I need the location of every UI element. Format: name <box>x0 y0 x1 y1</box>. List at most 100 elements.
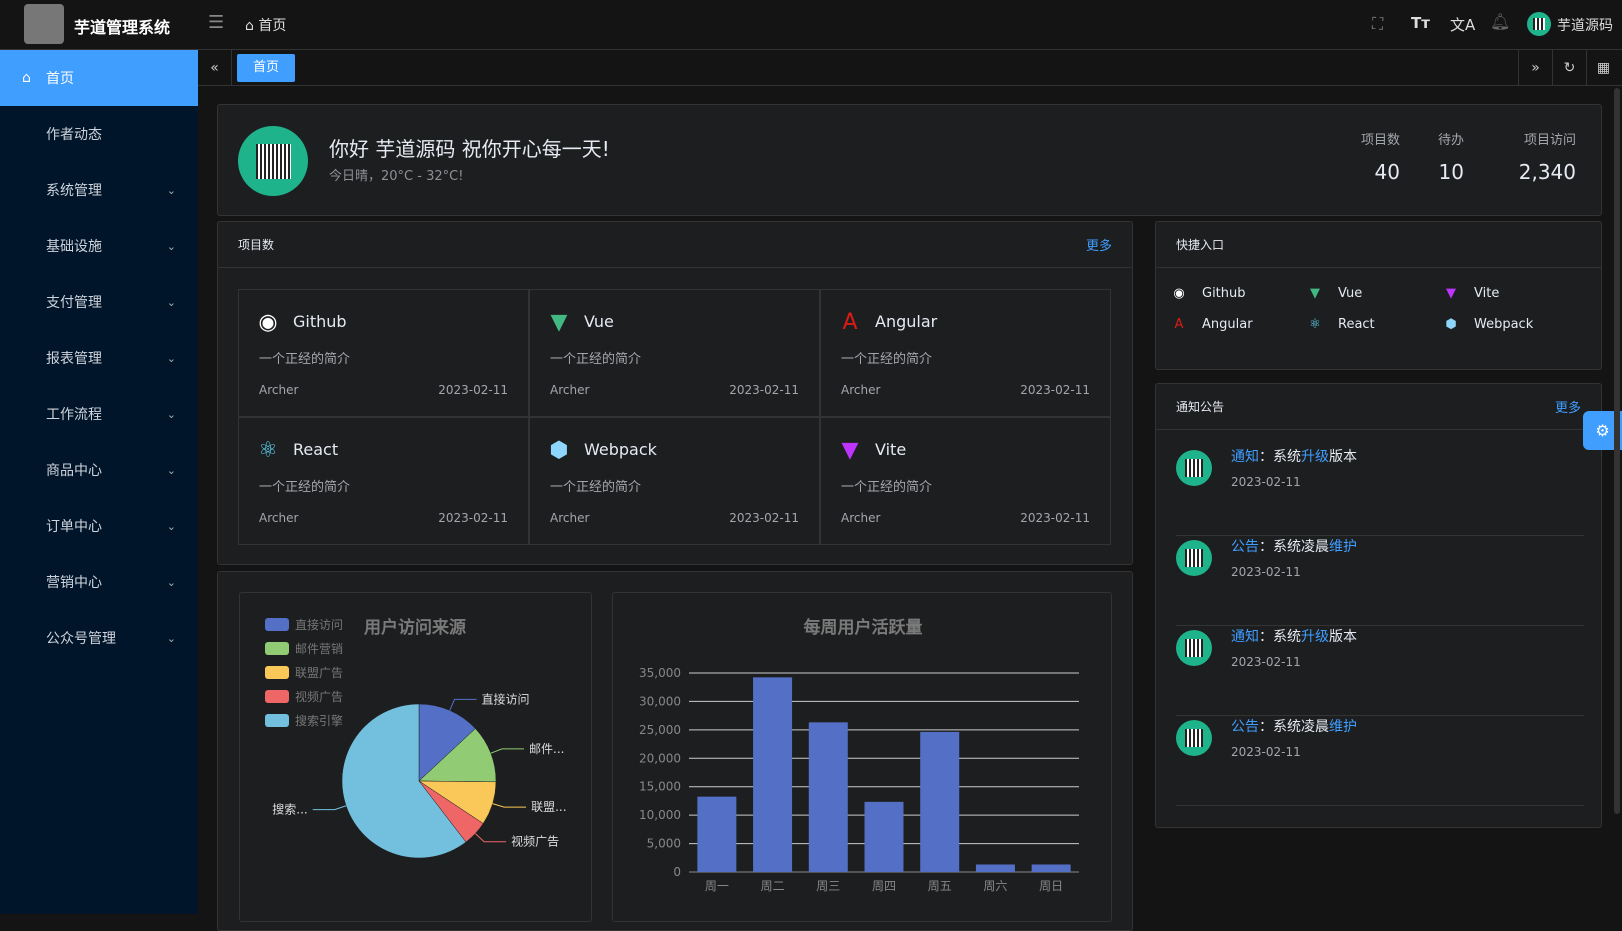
react-icon: ⚛ <box>258 438 278 463</box>
breadcrumb-home[interactable]: 首页 <box>258 18 287 34</box>
bar[interactable] <box>920 731 960 872</box>
sidebar-item-label: 报表管理 <box>46 351 102 367</box>
stat-visits: 项目访问 2,340 <box>1488 129 1576 184</box>
sidebar: ⌂ 首页 作者动态 系统管理 ⌄ 基础设施 ⌄ 支付管理 ⌄ 报表管理 ⌄ 工作流程 ⌄ 商… <box>0 50 198 914</box>
notice-item[interactable]: 通知：系统升级版本 2023-02-11 <box>1176 626 1584 716</box>
bell-icon[interactable]: 🔔︎ <box>1490 12 1511 31</box>
notice-item[interactable]: 公告：系统凌晨维护 2023-02-11 <box>1176 716 1584 806</box>
sidebar-item-report[interactable]: 报表管理 ⌄ <box>0 330 198 386</box>
legend-label[interactable]: 视频广告 <box>295 689 343 704</box>
sidebar-item-label: 商品中心 <box>46 463 102 479</box>
legend-label[interactable]: 联盟广告 <box>295 666 343 680</box>
project-card[interactable]: A Angular 一个正经的简介 Archer 2023-02-11 <box>820 289 1111 417</box>
bar[interactable] <box>975 864 1015 872</box>
more-link[interactable]: 更多 <box>1554 401 1581 416</box>
tab-bar: « 首页 » ↻ ▦ <box>198 50 1622 86</box>
projects-card: 项目数 更多 ◉ Github 一个正经的简介 Archer 2023-02-11 ▼ Vue… <box>217 221 1133 565</box>
sidebar-item-workflow[interactable]: 工作流程 ⌄ <box>0 386 198 442</box>
notice-text: 版本 <box>1329 629 1357 645</box>
project-card[interactable]: ▼ Vue 一个正经的简介 Archer 2023-02-11 <box>529 289 820 417</box>
y-tick-label: 35,000 <box>639 666 681 680</box>
notice-type[interactable]: 公告 <box>1231 719 1259 735</box>
notice-title: 通知：系统升级版本 <box>1231 446 1357 466</box>
refresh-icon[interactable]: ↻ <box>1552 50 1586 86</box>
project-card[interactable]: ⬢ Webpack 一个正经的简介 Archer 2023-02-11 <box>529 417 820 545</box>
pie-slice[interactable] <box>418 728 497 783</box>
legend-swatch[interactable] <box>265 618 289 631</box>
notice-highlight: 维护 <box>1329 539 1357 555</box>
bar-chart: 每周用户活跃量 0 5,000 10,000 15,000 20,000 25,000 30,… <box>639 617 1079 893</box>
quick-link-label: React <box>1338 317 1375 332</box>
quick-link-react[interactable]: ⚛ React <box>1306 317 1375 332</box>
project-desc: 一个正经的简介 <box>550 480 642 495</box>
legend-label[interactable]: 直接访问 <box>295 617 343 632</box>
home-icon: ⌂ <box>22 70 31 86</box>
chevron-down-icon: ⌄ <box>166 519 176 533</box>
scrollbar[interactable] <box>1614 88 1620 814</box>
user-name[interactable]: 芋道源码 <box>1557 18 1613 34</box>
bar[interactable] <box>808 722 848 872</box>
pie-label-line <box>474 833 507 843</box>
sidebar-item-system[interactable]: 系统管理 ⌄ <box>0 162 198 218</box>
vue-icon: ▼ <box>1310 286 1320 301</box>
tab-home[interactable]: 首页 <box>237 54 296 82</box>
bar[interactable] <box>697 796 737 872</box>
pie-slice[interactable] <box>418 703 476 782</box>
notice-type[interactable]: 通知 <box>1231 449 1259 465</box>
sidebar-item-pay[interactable]: 支付管理 ⌄ <box>0 274 198 330</box>
notice-item[interactable]: 通知：系统升级版本 2023-02-11 <box>1176 446 1584 536</box>
sidebar-item-home[interactable]: ⌂ 首页 <box>0 50 198 106</box>
project-date: 2023-02-11 <box>438 511 508 525</box>
project-card[interactable]: ⚛ React 一个正经的简介 Archer 2023-02-11 <box>238 417 529 545</box>
sidebar-item-marketing[interactable]: 营销中心 ⌄ <box>0 554 198 610</box>
notice-avatar <box>1176 720 1212 756</box>
breadcrumb[interactable]: ⌂ 首页 <box>245 15 286 35</box>
top-header: 芋道管理系统 ☰ ⌂ 首页 ⛶ Tт 文A 🔔︎ 芋道源码 <box>0 0 1622 50</box>
project-desc: 一个正经的简介 <box>550 352 642 367</box>
more-link[interactable]: 更多 <box>1085 239 1112 254</box>
notice-item[interactable]: 公告：系统凌晨维护 2023-02-11 <box>1176 536 1584 626</box>
sidebar-item-author-news[interactable]: 作者动态 <box>0 106 198 162</box>
menu-fold-icon[interactable]: ☰ <box>208 12 225 33</box>
scroll-right-icon[interactable]: » <box>1518 50 1552 86</box>
project-card[interactable]: ◉ Github 一个正经的简介 Archer 2023-02-11 <box>238 289 529 417</box>
chevron-down-icon: ⌄ <box>166 407 176 421</box>
legend-swatch[interactable] <box>265 666 289 679</box>
sidebar-item-order[interactable]: 订单中心 ⌄ <box>0 498 198 554</box>
legend-swatch[interactable] <box>265 642 289 655</box>
x-tick-label: 周日 <box>1039 879 1063 893</box>
user-avatar[interactable] <box>1527 12 1551 36</box>
chevron-down-icon: ⌄ <box>166 239 176 253</box>
project-desc: 一个正经的简介 <box>841 480 933 495</box>
project-card[interactable]: ▼ Vite 一个正经的简介 Archer 2023-02-11 <box>820 417 1111 545</box>
quick-link-label: Github <box>1202 286 1246 301</box>
quick-link-label: Vue <box>1338 286 1363 301</box>
grid-menu-icon[interactable]: ▦ <box>1586 50 1620 86</box>
legend-swatch[interactable] <box>265 690 289 703</box>
chevron-down-icon: ⌄ <box>166 183 176 197</box>
translate-icon[interactable]: 文A <box>1450 16 1476 34</box>
notice-type[interactable]: 通知 <box>1231 629 1259 645</box>
bar[interactable] <box>1031 864 1071 872</box>
legend-swatch[interactable] <box>265 714 289 727</box>
scroll-left-icon[interactable]: « <box>198 50 232 86</box>
sidebar-item-mp[interactable]: 公众号管理 ⌄ <box>0 610 198 666</box>
x-tick-label: 周四 <box>872 879 896 893</box>
fullscreen-icon[interactable]: ⛶ <box>1372 14 1384 33</box>
notice-title: 公告：系统凌晨维护 <box>1231 536 1357 556</box>
quick-link-webpack[interactable]: ⬢ Webpack <box>1442 317 1533 332</box>
legend-label[interactable]: 邮件营销 <box>295 642 343 656</box>
quick-link-github[interactable]: ◉ Github <box>1170 286 1246 301</box>
project-desc: 一个正经的简介 <box>259 352 351 367</box>
quick-link-vue[interactable]: ▼ Vue <box>1306 286 1362 301</box>
font-size-icon[interactable]: Tт <box>1411 14 1430 32</box>
legend-label[interactable]: 搜索引擎 <box>295 713 343 728</box>
card-title: 项目数 <box>238 238 275 252</box>
quick-link-vite[interactable]: ▼ Vite <box>1442 286 1499 301</box>
sidebar-item-product[interactable]: 商品中心 ⌄ <box>0 442 198 498</box>
sidebar-item-infra[interactable]: 基础设施 ⌄ <box>0 218 198 274</box>
quick-link-angular[interactable]: A Angular <box>1170 317 1253 332</box>
notice-type[interactable]: 公告 <box>1231 539 1259 555</box>
bar[interactable] <box>864 801 904 872</box>
bar[interactable] <box>753 677 793 872</box>
